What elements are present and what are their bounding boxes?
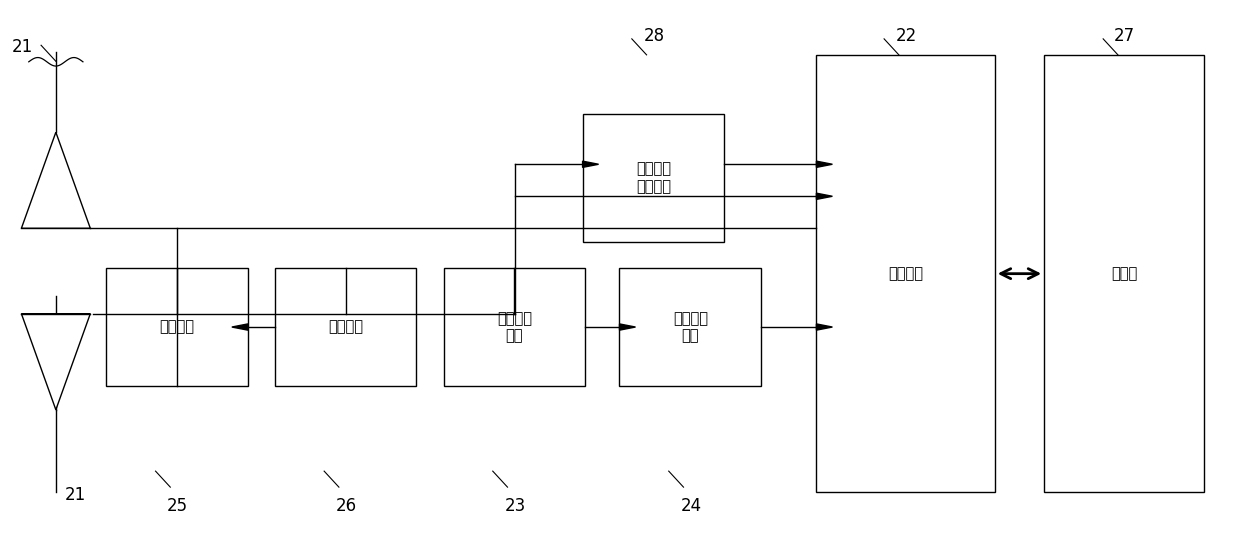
Polygon shape	[582, 161, 598, 167]
Bar	[582, 114, 724, 242]
Text: 27: 27	[1114, 27, 1135, 45]
Text: 21: 21	[12, 38, 33, 56]
Text: 25: 25	[167, 497, 188, 515]
Text: 26: 26	[336, 497, 357, 515]
Polygon shape	[817, 193, 833, 199]
Text: 24: 24	[680, 497, 701, 515]
Text: 存储器: 存储器	[1111, 266, 1137, 281]
Text: 22: 22	[896, 27, 917, 45]
Bar	[275, 268, 416, 386]
Text: 电源稳压
电路: 电源稳压 电路	[673, 311, 707, 343]
Text: 调制电路: 调制电路	[160, 320, 195, 334]
Bar	[817, 55, 995, 493]
Text: 控制单元: 控制单元	[888, 266, 923, 281]
Text: 28: 28	[643, 27, 664, 45]
Polygon shape	[21, 314, 90, 410]
Polygon shape	[232, 324, 248, 330]
Text: 23: 23	[504, 497, 525, 515]
Polygon shape	[817, 324, 833, 330]
Polygon shape	[21, 132, 90, 228]
Bar	[1044, 55, 1204, 493]
Bar	[444, 268, 585, 386]
Polygon shape	[620, 324, 636, 330]
Text: 时钟恢复
产生电路: 时钟恢复 产生电路	[636, 162, 670, 194]
Text: 21: 21	[64, 486, 87, 504]
Bar	[107, 268, 248, 386]
Text: 电源恢复
电路: 电源恢复 电路	[497, 311, 532, 343]
Text: 解调电路: 解调电路	[328, 320, 363, 334]
Polygon shape	[817, 161, 833, 167]
Bar	[620, 268, 761, 386]
